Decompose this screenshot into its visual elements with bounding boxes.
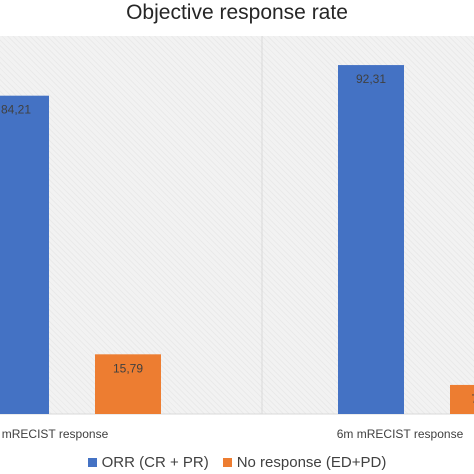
data-label: 7,69: [471, 392, 474, 406]
x-tick-label: 3m mRECIST response: [0, 427, 109, 441]
data-label: 84,21: [1, 103, 31, 117]
bar-orr: [338, 65, 404, 414]
chart-title: Objective response rate: [126, 1, 348, 24]
legend-item-no-response: No response (ED+PD): [222, 453, 387, 471]
legend: ORR (CR + PR) No response (ED+PD): [0, 452, 474, 472]
legend-swatch-no-response: [222, 457, 232, 467]
data-label: 92,31: [356, 72, 386, 86]
bar-orr: [0, 95, 49, 414]
legend-swatch-orr: [87, 457, 97, 467]
legend-item-orr: ORR (CR + PR): [87, 453, 209, 471]
legend-label-no-response: No response (ED+PD): [236, 453, 387, 471]
x-tick-label: 6m mRECIST response: [337, 427, 464, 441]
legend-label-orr: ORR (CR + PR): [101, 453, 209, 471]
data-label: 15,79: [113, 361, 143, 375]
bar-no-response: [450, 384, 474, 414]
bar-no-response: [95, 354, 161, 414]
